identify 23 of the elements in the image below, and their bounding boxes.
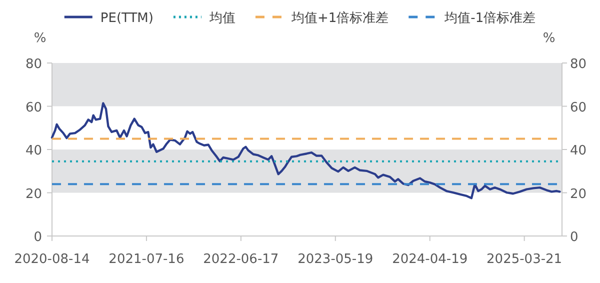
x-tick-label: 2023-05-19 bbox=[298, 252, 374, 267]
legend-label: 均值+1倍标准差 bbox=[290, 11, 389, 26]
legend-label: 均值 bbox=[208, 11, 236, 26]
x-tick-label: 2020-08-14 bbox=[14, 252, 90, 267]
x-tick-label: 2022-06-17 bbox=[203, 252, 279, 267]
y2-axis-title: % bbox=[542, 31, 556, 46]
y2-tick-label: 0 bbox=[570, 230, 578, 245]
y-tick-label: 40 bbox=[25, 144, 42, 158]
y-tick-label: 0 bbox=[34, 230, 42, 245]
x-tick-label: 2025-03-21 bbox=[486, 252, 562, 267]
y-tick-label: 20 bbox=[25, 186, 42, 202]
x-tick-label: 2021-07-16 bbox=[108, 252, 184, 267]
y2-tick-label: 20 bbox=[570, 186, 587, 202]
line-series bbox=[50, 102, 561, 200]
y2-tick-label: 60 bbox=[570, 100, 587, 116]
y-tick-label: 80 bbox=[25, 57, 42, 72]
x-tick-label: 2024-04-19 bbox=[392, 252, 468, 267]
y2-tick-label: 80 bbox=[570, 57, 587, 72]
y-tick-label: 60 bbox=[25, 100, 42, 116]
y2-tick-label: 40 bbox=[570, 144, 587, 158]
legend-label: PE(TTM) bbox=[100, 11, 154, 26]
y-axis-title: % bbox=[34, 31, 46, 46]
legend-label: 均值-1倍标准差 bbox=[444, 11, 536, 26]
